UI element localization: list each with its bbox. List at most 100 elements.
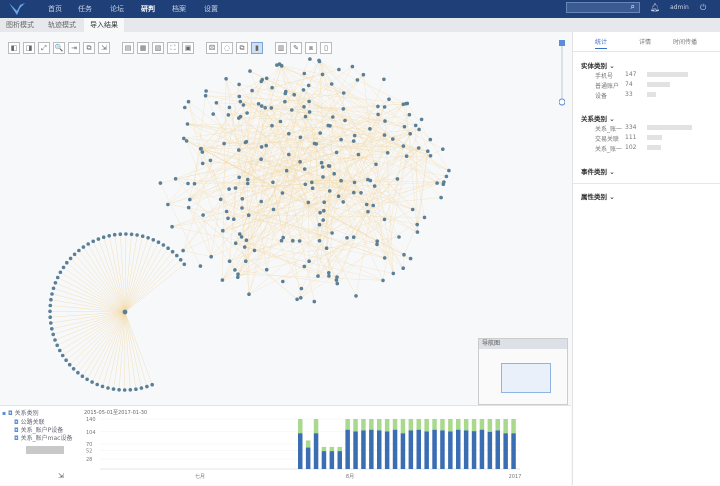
graph-node[interactable]: [246, 178, 250, 182]
graph-node[interactable]: [135, 233, 139, 237]
graph-node[interactable]: [86, 242, 90, 246]
graph-node[interactable]: [352, 191, 356, 195]
graph-node[interactable]: [325, 246, 329, 250]
graph-node[interactable]: [381, 279, 385, 283]
graph-node[interactable]: [237, 116, 241, 120]
graph-node[interactable]: [332, 172, 336, 176]
graph-node[interactable]: [336, 282, 340, 286]
bar-green[interactable]: [314, 419, 319, 433]
graph-node[interactable]: [175, 254, 179, 258]
graph-node[interactable]: [298, 160, 302, 164]
graph-node[interactable]: [64, 358, 68, 362]
tab-statistics[interactable]: 统计: [595, 37, 607, 49]
graph-node[interactable]: [107, 234, 111, 238]
graph-node[interactable]: [302, 105, 306, 109]
graph-node[interactable]: [129, 388, 133, 392]
graph-node[interactable]: [285, 169, 289, 173]
bar-green[interactable]: [417, 419, 422, 430]
graph-node[interactable]: [307, 100, 311, 104]
graph-node[interactable]: [442, 182, 446, 186]
graph-node[interactable]: [435, 181, 439, 185]
graph-node[interactable]: [101, 385, 105, 389]
bar-green[interactable]: [298, 419, 303, 433]
toolbar-button[interactable]: 🔍: [53, 42, 65, 54]
legend-root[interactable]: ▪ ◘ 关系类别: [2, 408, 39, 417]
graph-node[interactable]: [145, 385, 149, 389]
graph-node[interactable]: [201, 150, 205, 154]
graph-node[interactable]: [150, 383, 154, 387]
graph-node[interactable]: [271, 181, 275, 185]
graph-node[interactable]: [152, 238, 156, 242]
graph-node[interactable]: [383, 133, 387, 137]
graph-node[interactable]: [307, 84, 311, 88]
graph-node[interactable]: [420, 118, 424, 122]
search-input[interactable]: ⌕: [566, 2, 640, 13]
search-icon[interactable]: ⌕: [631, 2, 635, 12]
graph-node[interactable]: [211, 112, 215, 116]
bar-green[interactable]: [306, 440, 311, 447]
graph-node[interactable]: [416, 230, 420, 234]
graph-node[interactable]: [386, 151, 390, 155]
graph-node[interactable]: [341, 200, 345, 204]
graph-node[interactable]: [396, 177, 400, 181]
graph-node[interactable]: [304, 115, 308, 119]
toolbar-button[interactable]: ▥: [275, 42, 287, 54]
graph-node[interactable]: [237, 176, 241, 180]
graph-node[interactable]: [447, 169, 451, 173]
graph-node[interactable]: [227, 113, 231, 117]
graph-node[interactable]: [119, 232, 123, 236]
nav-settings[interactable]: 设置: [204, 4, 218, 14]
graph-node[interactable]: [359, 191, 363, 195]
nav-tasks[interactable]: 任务: [78, 4, 92, 14]
graph-node[interactable]: [48, 310, 52, 314]
toolbar-button[interactable]: ⇥: [68, 42, 80, 54]
graph-node[interactable]: [82, 245, 86, 249]
bar-green[interactable]: [401, 419, 406, 433]
graph-node[interactable]: [265, 77, 269, 81]
minimap[interactable]: 导航图: [478, 338, 568, 405]
graph-node[interactable]: [76, 371, 80, 375]
graph-node[interactable]: [72, 367, 76, 371]
graph-node[interactable]: [69, 257, 73, 261]
graph-node[interactable]: [345, 236, 349, 240]
graph-node[interactable]: [159, 181, 163, 185]
graph-node[interactable]: [171, 250, 175, 254]
graph-node[interactable]: [337, 68, 341, 72]
graph-node[interactable]: [281, 280, 285, 284]
graph-node[interactable]: [343, 119, 347, 123]
graph-node[interactable]: [236, 272, 240, 276]
graph-node[interactable]: [240, 206, 244, 210]
graph-node[interactable]: [91, 240, 95, 244]
graph-node[interactable]: [391, 137, 395, 141]
graph-node[interactable]: [73, 253, 77, 257]
graph-node[interactable]: [357, 153, 361, 157]
graph-node[interactable]: [383, 105, 387, 109]
graph-node[interactable]: [392, 272, 396, 276]
bar-green[interactable]: [503, 419, 508, 433]
graph-node[interactable]: [97, 237, 101, 241]
graph-node[interactable]: [335, 278, 339, 282]
graph-node[interactable]: [232, 217, 236, 221]
graph-node[interactable]: [327, 274, 331, 278]
bar-blue[interactable]: [338, 451, 343, 469]
nav-home[interactable]: 首页: [48, 4, 62, 14]
graph-node[interactable]: [376, 105, 380, 109]
graph-node[interactable]: [183, 106, 187, 110]
graph-node[interactable]: [260, 145, 264, 149]
graph-node[interactable]: [272, 208, 276, 212]
section-header[interactable]: 关系类别 ⌄: [581, 113, 615, 123]
graph-node[interactable]: [259, 157, 263, 161]
graph-node[interactable]: [68, 363, 72, 367]
graph-node[interactable]: [49, 298, 53, 302]
graph-node[interactable]: [52, 287, 56, 291]
bar-green[interactable]: [377, 419, 382, 430]
graph-node[interactable]: [146, 236, 150, 240]
graph-node[interactable]: [327, 271, 331, 275]
graph-node[interactable]: [181, 249, 185, 253]
graph-node[interactable]: [222, 142, 226, 146]
graph-node[interactable]: [140, 386, 144, 390]
graph-node[interactable]: [228, 106, 232, 110]
graph-node[interactable]: [295, 298, 299, 302]
